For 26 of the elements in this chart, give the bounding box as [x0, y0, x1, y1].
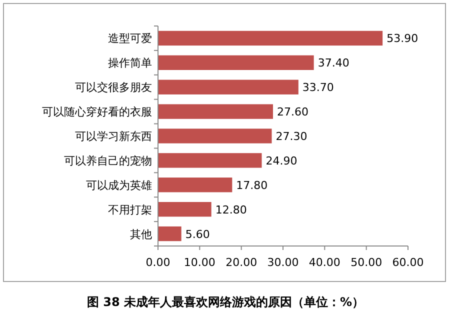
x-tick-label: 60.00 — [392, 256, 424, 269]
y-tick-label: 可以随心穿好看的衣服 — [42, 106, 152, 119]
x-tick-label: 10.00 — [184, 256, 216, 269]
data-label: 27.30 — [276, 130, 308, 143]
y-tick-label: 其他 — [130, 228, 152, 241]
data-label: 33.70 — [302, 81, 334, 94]
x-tick-label: 30.00 — [267, 256, 299, 269]
y-tick-label: 不用打架 — [108, 203, 152, 216]
data-label: 53.90 — [386, 32, 418, 46]
y-tick-label: 可以养自己的宠物 — [64, 154, 152, 168]
x-tick-label: 0.00 — [146, 256, 170, 269]
y-tick-label: 操作简单 — [108, 56, 152, 70]
data-label: 5.60 — [185, 228, 210, 241]
data-label: 37.40 — [318, 56, 350, 70]
y-tick-label: 造型可爱 — [108, 32, 152, 46]
data-label: 27.60 — [277, 106, 308, 119]
x-tick-label: 50.00 — [350, 256, 382, 269]
y-tick-label: 可以学习新东西 — [75, 130, 152, 143]
y-tick-label: 可以交很多朋友 — [75, 81, 152, 94]
y-tick-label: 可以成为英雄 — [86, 178, 152, 192]
x-tick-label: 20.00 — [226, 256, 258, 269]
data-label: 12.80 — [215, 203, 247, 216]
data-label: 17.80 — [236, 178, 268, 192]
x-tick-label: 40.00 — [308, 256, 340, 269]
data-label: 24.90 — [266, 154, 298, 168]
text: 图 38 未成年人最喜欢网络游戏的原因（单位：%） — [86, 295, 364, 309]
